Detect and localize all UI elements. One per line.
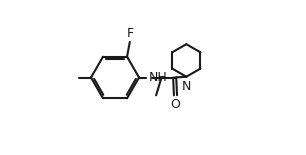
Text: N: N — [182, 80, 191, 93]
Text: F: F — [126, 27, 133, 40]
Text: NH: NH — [148, 71, 167, 84]
Text: O: O — [170, 98, 181, 111]
